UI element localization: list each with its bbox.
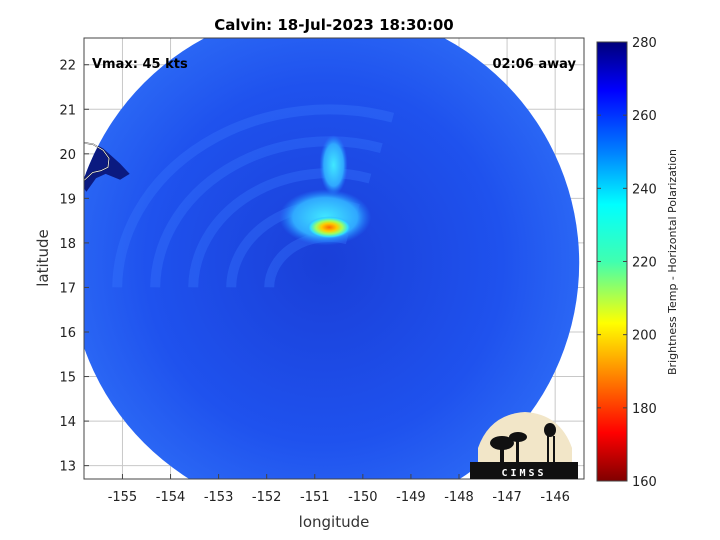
x-tick-label: -147 xyxy=(492,490,522,505)
x-tick-label: -148 xyxy=(444,490,474,505)
y-tick-label: 16 xyxy=(59,326,76,341)
svg-text:CIMSS: CIMSS xyxy=(501,468,546,479)
hawaii-island-signal xyxy=(84,142,130,192)
storm-core xyxy=(307,216,352,239)
x-axis-ticks: -155 -154 -153 -152 -151 -150 -149 -148 -147 -146 xyxy=(108,474,570,505)
y-axis-ticks: 13 14 15 16 17 18 19 20 21 22 xyxy=(59,59,89,475)
x-tick-label: -154 xyxy=(156,490,186,505)
x-tick-label: -151 xyxy=(300,490,330,505)
y-tick-label: 18 xyxy=(59,237,76,252)
y-tick-label: 22 xyxy=(59,59,76,74)
y-tick-label: 13 xyxy=(59,460,76,475)
y-tick-label: 21 xyxy=(59,103,76,118)
time-away-annotation: 02:06 away xyxy=(492,57,576,72)
colorbar-label: Brightness Temp - Horizontal Polarizatio… xyxy=(666,149,679,375)
colorbar-tick-label: 240 xyxy=(632,182,657,197)
x-tick-label: -146 xyxy=(540,490,570,505)
colorbar-tick-label: 280 xyxy=(632,36,657,51)
colorbar xyxy=(596,41,628,482)
y-tick-label: 17 xyxy=(59,281,76,296)
x-axis-label: longitude xyxy=(299,513,370,531)
plot-frame xyxy=(83,37,585,480)
chart-title: Calvin: 18-Jul-2023 18:30:00 xyxy=(214,16,453,34)
coastline-highlight xyxy=(84,142,110,183)
colorbar-ticks: 160 180 200 220 240 260 280 xyxy=(597,36,657,490)
colorbar-tick-label: 160 xyxy=(632,475,657,490)
y-tick-label: 14 xyxy=(59,415,76,430)
x-tick-label: -153 xyxy=(204,490,234,505)
colorbar-tick-label: 220 xyxy=(632,256,657,271)
vmax-annotation: Vmax: 45 kts xyxy=(92,57,188,72)
colorbar-tick-label: 180 xyxy=(632,402,657,417)
x-tick-label: -149 xyxy=(396,490,426,505)
x-tick-label: -150 xyxy=(348,490,378,505)
cimss-logo: CIMSS xyxy=(470,412,578,479)
rainband-north xyxy=(319,135,348,195)
y-tick-label: 19 xyxy=(59,192,76,207)
x-tick-label: -152 xyxy=(252,490,282,505)
microwave-swath xyxy=(84,38,580,479)
spiral-band xyxy=(112,104,395,288)
colorbar-tick-label: 200 xyxy=(632,329,657,344)
y-axis-label: latitude xyxy=(34,229,52,287)
x-tick-label: -155 xyxy=(108,490,138,505)
y-tick-label: 20 xyxy=(59,148,76,163)
y-tick-label: 15 xyxy=(59,371,76,386)
colorbar-tick-label: 260 xyxy=(632,109,657,124)
